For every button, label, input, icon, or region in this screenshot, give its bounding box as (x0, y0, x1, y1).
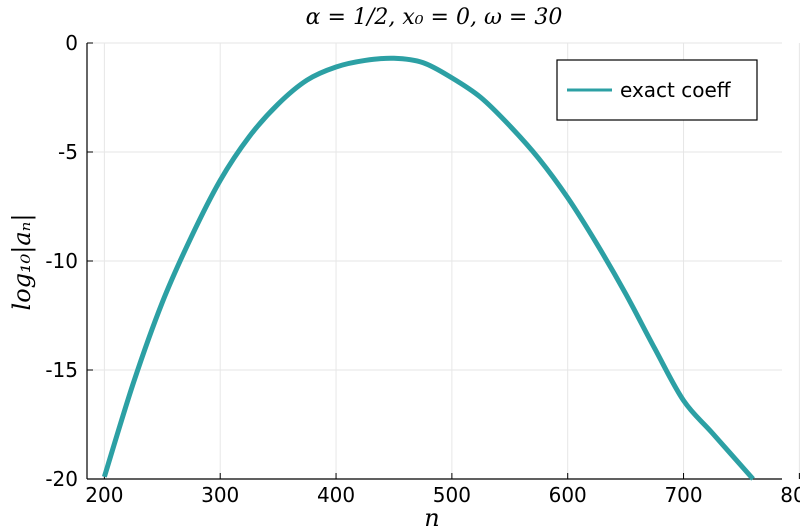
x-tick-label: 600 (549, 483, 587, 507)
x-tick-label: 200 (85, 483, 123, 507)
legend-label: exact coeff (620, 78, 732, 102)
chart-title: α = 1/2, x₀ = 0, ω = 30 (306, 5, 563, 30)
y-tick-label: -5 (58, 140, 78, 164)
y-ticks: 0 -5 -10 -15 -20 (45, 31, 93, 491)
y-tick-label: 0 (65, 31, 78, 55)
y-tick-label: -10 (45, 249, 78, 273)
legend: exact coeff (556, 59, 758, 121)
y-tick-label: -15 (45, 358, 78, 382)
y-axis-label: log₁₀|aₙ| (8, 214, 37, 311)
x-ticks: 200 300 400 500 600 700 800 (85, 473, 800, 507)
series-layer (101, 55, 755, 481)
series-line-exact-coeff (101, 55, 755, 481)
x-tick-label: 800 (780, 483, 800, 507)
x-tick-label: 300 (201, 483, 239, 507)
y-tick-label: -20 (45, 467, 78, 491)
x-tick-label: 400 (317, 483, 355, 507)
x-tick-label: 700 (664, 483, 702, 507)
x-tick-label: 500 (433, 483, 471, 507)
x-axis-label: n (424, 504, 439, 532)
